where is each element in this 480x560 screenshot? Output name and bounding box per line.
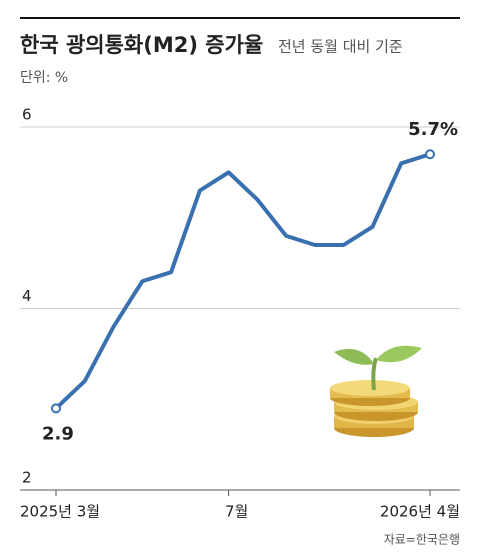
line-series <box>54 152 431 410</box>
y-tick-label: 6 <box>22 106 32 124</box>
end-point <box>425 149 435 160</box>
x-tick-label: 7월 <box>225 503 248 521</box>
chart-subtitle: 전년 동월 대비 기준 <box>278 38 403 56</box>
end-point <box>51 403 61 414</box>
plant-icon <box>330 345 422 437</box>
x-tick-label: 2026년 4월 <box>380 503 460 521</box>
y-tick-label: 4 <box>22 287 32 305</box>
unit-label: 단위: % <box>20 70 68 86</box>
x-tick-label: 2025년 3월 <box>20 503 100 521</box>
chart-title: 한국 광의통화(M2) 증가율 <box>20 33 263 57</box>
y-tick-label: 2 <box>22 469 32 487</box>
source: 자료=한국은행 <box>384 532 460 547</box>
value-label: 5.7% <box>408 119 458 140</box>
value-label: 2.9 <box>42 423 74 444</box>
